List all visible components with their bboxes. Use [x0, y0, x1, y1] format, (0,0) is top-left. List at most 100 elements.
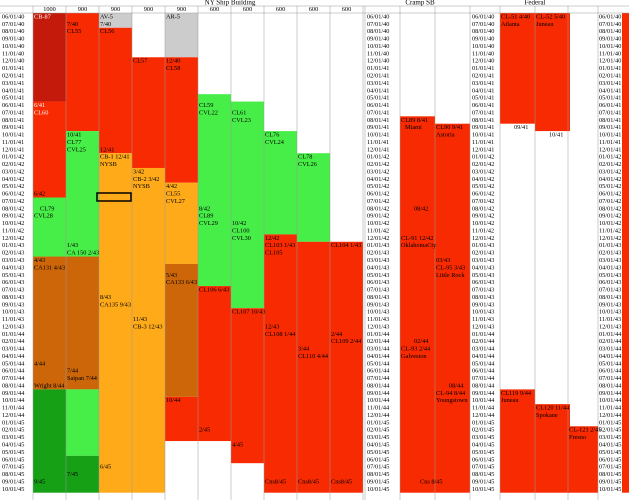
period-block [568, 426, 598, 493]
block-label: CL-52 5/40 [536, 13, 565, 20]
block-label: CL-94 8/44 [436, 390, 466, 397]
date-label: 08/01/44 [599, 382, 622, 389]
date-label: 12/01/41 [367, 146, 389, 153]
date-label: 06/01/45 [2, 456, 24, 463]
date-label: 12/01/41 [472, 146, 494, 153]
date-label: 03/01/45 [367, 434, 389, 441]
date-label: 04/01/44 [599, 353, 622, 360]
date-label: 10/01/41 [599, 132, 621, 139]
date-label: 05/01/41 [2, 95, 24, 102]
date-label: 04/01/45 [367, 441, 389, 448]
date-label: 01/01/44 [599, 331, 622, 338]
date-label: 04/01/42 [367, 176, 389, 183]
date-label: 08/01/45 [2, 471, 24, 478]
block-label: CVL27 [166, 198, 185, 205]
date-label: 05/01/43 [367, 272, 389, 279]
date-label: 03/01/44 [472, 346, 495, 353]
block-label: Cns 8/45 [420, 478, 443, 485]
date-label: 10/01/44 [367, 397, 390, 404]
block-label: 12/41 [100, 146, 114, 153]
period-block [33, 101, 66, 198]
period-block [33, 13, 66, 102]
date-label: 11/01/42 [2, 227, 24, 234]
block-label: CL55 [67, 28, 81, 35]
block-label: CL58 [166, 65, 180, 72]
block-label: Cns8/45 [265, 478, 286, 485]
date-label: 08/01/43 [599, 294, 621, 301]
date-label: 07/01/43 [599, 287, 621, 294]
date-label: 10/01/42 [2, 220, 24, 227]
date-label: 06/01/44 [599, 368, 622, 375]
date-label: 10/01/45 [367, 486, 389, 493]
block-label: 11/43 [133, 316, 147, 323]
date-label: 09/01/44 [367, 390, 390, 397]
date-label: 03/01/42 [2, 168, 24, 175]
block-label: 6/41 [34, 102, 45, 109]
date-label: 08/01/42 [367, 205, 389, 212]
period-block [264, 234, 297, 493]
block-label: OklahomaCty [401, 242, 437, 249]
date-label: 08/01/41 [2, 117, 24, 124]
date-label: 03/01/43 [2, 257, 24, 264]
period-block [330, 241, 363, 493]
date-label: 02/01/41 [2, 72, 24, 79]
period-block [535, 13, 570, 132]
period-block [99, 27, 132, 154]
block-label: CVL28 [34, 213, 53, 220]
date-label: 05/01/44 [599, 360, 622, 367]
date-label: 02/01/43 [367, 250, 389, 257]
date-label: 07/01/43 [472, 287, 494, 294]
period-block [165, 263, 198, 397]
date-label: 01/01/45 [2, 419, 24, 426]
date-label: 01/01/43 [367, 242, 389, 249]
date-label: 12/01/42 [599, 235, 621, 242]
date-label: 06/01/42 [472, 191, 494, 198]
date-label: 06/01/44 [2, 368, 25, 375]
date-label: 10/01/44 [472, 397, 495, 404]
column-header: 900 [111, 6, 120, 13]
period-block [66, 256, 99, 390]
period-block [231, 101, 264, 309]
period-block [165, 57, 198, 183]
date-label: 11/01/42 [599, 227, 621, 234]
date-label: 01/01/42 [367, 154, 389, 161]
date-label: 05/01/41 [472, 95, 494, 102]
date-label: 06/01/45 [472, 456, 494, 463]
date-label: 12/01/44 [599, 412, 622, 419]
date-label: 02/01/44 [472, 338, 495, 345]
date-label: 04/01/44 [367, 353, 390, 360]
date-label: 05/01/45 [472, 449, 494, 456]
block-label: 9/45 [34, 478, 45, 485]
date-label: 01/01/43 [599, 242, 621, 249]
date-label: 10/01/41 [367, 132, 389, 139]
date-label: 08/01/44 [367, 382, 390, 389]
date-label: 11/01/44 [472, 405, 495, 412]
date-label: 09/01/41 [367, 124, 389, 131]
date-label: 04/01/42 [2, 176, 24, 183]
date-label: 12/01/40 [367, 58, 389, 65]
date-label: 12/01/40 [2, 58, 24, 65]
date-label: 11/01/42 [367, 227, 389, 234]
date-label: 06/01/43 [599, 279, 621, 286]
block-label: CL100 [232, 227, 250, 234]
column-header: 900 [78, 6, 87, 13]
date-label: 05/01/41 [367, 95, 389, 102]
block-label: CL56 [100, 28, 114, 35]
date-label: 12/01/44 [2, 412, 25, 419]
block-label: CL120 11/44 [536, 405, 570, 412]
date-label: 06/01/42 [599, 191, 621, 198]
column-header: 900 [144, 6, 153, 13]
period-block [198, 94, 231, 287]
date-label: 09/01/41 [2, 124, 24, 131]
block-label: CA135 9/43 [100, 301, 131, 308]
date-label: 03/01/42 [599, 168, 621, 175]
date-label: 09/01/45 [367, 478, 389, 485]
block-label: CL106 6/43 [199, 287, 229, 294]
date-label: 01/01/42 [599, 154, 621, 161]
block-label: Little Rock [436, 272, 465, 279]
date-label: 03/01/41 [2, 80, 24, 87]
block-label: 3/42 [133, 168, 144, 175]
date-label: 02/01/45 [2, 427, 24, 434]
date-label: 02/01/42 [2, 161, 24, 168]
date-label: 07/01/44 [599, 375, 622, 382]
